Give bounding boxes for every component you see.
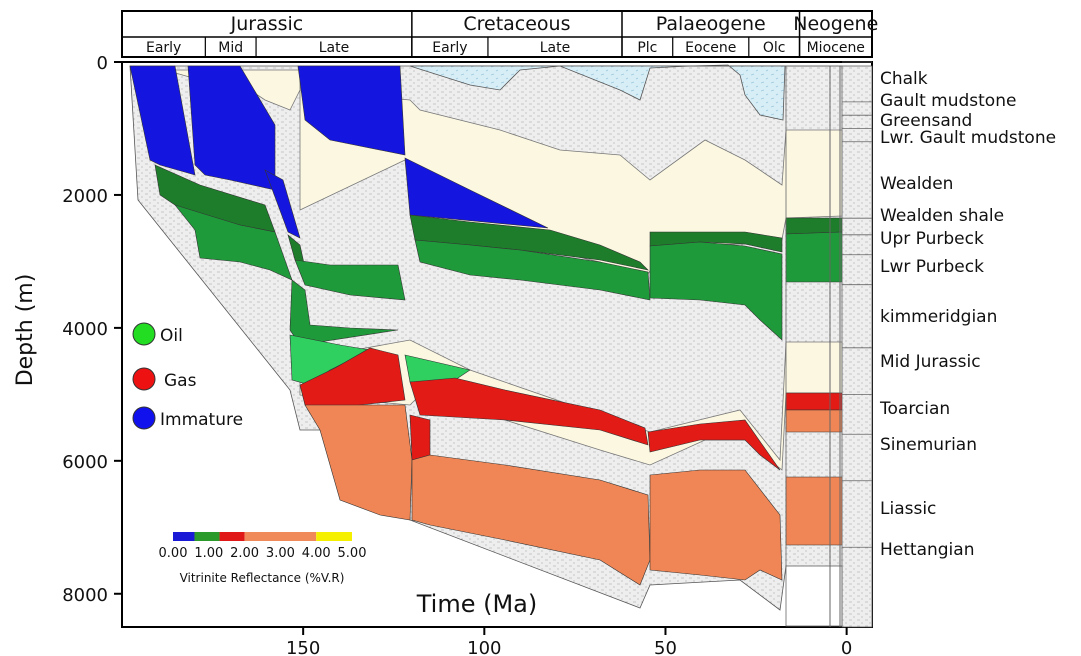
- layer-label: Lwr Purbeck: [880, 257, 984, 277]
- epoch-label: Late: [319, 40, 349, 56]
- colorbar-segment: [173, 532, 195, 541]
- colorbar-segment: [244, 532, 317, 541]
- oil-zone: [174, 204, 843, 346]
- layer-label: Greensand: [880, 111, 972, 131]
- layer-label: Liassic: [880, 499, 936, 519]
- epoch-label: Miocene: [807, 40, 865, 56]
- x-axis: 150 100 50 0: [286, 627, 852, 656]
- colorbar-tick: 4.00: [302, 546, 331, 561]
- x-tick-label: 100: [467, 638, 501, 656]
- colorbar-tick: 1.00: [194, 546, 223, 561]
- layer-label: Wealden shale: [880, 206, 1004, 226]
- overmature-zone: [304, 404, 843, 586]
- layer-label: Toarcian: [879, 399, 950, 419]
- immature-zone: [129, 65, 549, 239]
- period-label: Neogene: [793, 13, 878, 35]
- period-label: Palaeogene: [656, 13, 766, 35]
- period-label: Jurassic: [230, 13, 304, 35]
- layer-label: Mid Jurassic: [880, 352, 981, 372]
- neogene-column: [785, 65, 843, 627]
- y-axis: 0 2000 4000 6000 8000: [62, 53, 122, 606]
- colorbar-segment: [316, 532, 352, 541]
- layer-label: Hettangian: [880, 540, 974, 560]
- y-tick-label: 2000: [62, 186, 108, 207]
- oil-zone-light: [289, 334, 471, 386]
- layer-chalk: [409, 64, 786, 121]
- legend-swatch-gas: [132, 367, 156, 391]
- period-label: Cretaceous: [463, 13, 570, 35]
- x-tick-label: 50: [654, 638, 677, 656]
- gas-zone: [299, 347, 843, 471]
- x-tick-label: 0: [841, 638, 852, 656]
- legend-label: Oil: [160, 326, 183, 346]
- layer-label: Wealden: [880, 174, 953, 194]
- colorbar-tick: 5.00: [338, 546, 367, 561]
- colorbar-tick: 2.00: [230, 546, 259, 561]
- y-tick-label: 0: [97, 53, 108, 74]
- legend-label: Gas: [164, 371, 197, 391]
- layer-label: Gault mudstone: [880, 91, 1016, 111]
- epoch-label: Plc: [637, 40, 657, 56]
- vr-colorbar: 0.00 1.00 2.00 3.00 4.00 5.00 Vitrinite Reflec…: [159, 532, 367, 585]
- y-tick-label: 6000: [62, 452, 108, 473]
- colorbar-label: Vitrinite Reflectance (%V.R): [180, 571, 345, 585]
- epoch-label: Mid: [218, 40, 243, 56]
- epoch-label: Early: [432, 40, 467, 56]
- colorbar-segment: [219, 532, 245, 541]
- epoch-label: Early: [146, 40, 181, 56]
- x-tick-label: 150: [286, 638, 320, 656]
- layer-label: kimmeridgian: [880, 307, 997, 327]
- y-tick-label: 8000: [62, 585, 108, 606]
- layer-label: Lwr. Gault mudstone: [880, 128, 1056, 148]
- colorbar-tick: 0.00: [159, 546, 188, 561]
- y-tick-label: 4000: [62, 319, 108, 340]
- maturity-legend: Oil Gas Immature: [132, 322, 243, 430]
- layer-label: Upr Purbeck: [880, 229, 984, 249]
- colorbar-segment: [194, 532, 220, 541]
- epoch-label: Late: [540, 40, 570, 56]
- epoch-label: Eocene: [685, 40, 736, 56]
- legend-swatch-oil: [132, 322, 156, 346]
- epoch-label: Olc: [763, 40, 786, 56]
- y-axis-label: Depth (m): [13, 274, 38, 387]
- legend-swatch-immature: [132, 406, 156, 430]
- layer-label: Chalk: [880, 69, 928, 89]
- legend-label: Immature: [160, 410, 243, 430]
- strat-header: Jurassic Cretaceous Palaeogene Neogene Earl…: [121, 10, 878, 58]
- x-axis-label: Time (Ma): [416, 590, 538, 618]
- layer-label: Sinemurian: [880, 435, 977, 455]
- colorbar-tick: 3.00: [266, 546, 295, 561]
